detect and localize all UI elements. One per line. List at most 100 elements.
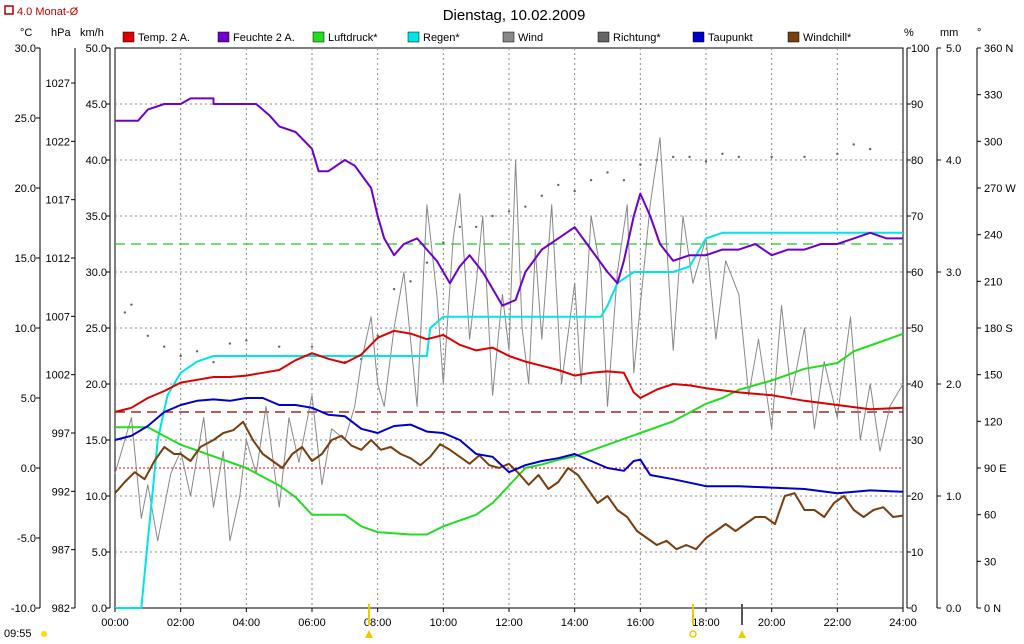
rain-tick-label: 4.0 bbox=[946, 155, 961, 167]
dir-tick-label: 210 bbox=[984, 276, 1002, 288]
wind-tick-label: 30.0 bbox=[86, 267, 107, 279]
grid bbox=[115, 48, 903, 608]
point-richtung bbox=[212, 361, 215, 364]
rain-unit-label: mm bbox=[940, 27, 958, 39]
legend-label-wind[interactable]: Wind bbox=[518, 32, 543, 44]
legend-swatch-regen[interactable] bbox=[407, 31, 420, 43]
hum-tick-label: 80 bbox=[911, 155, 923, 167]
hum-tick-label: 20 bbox=[911, 491, 923, 503]
point-richtung bbox=[310, 345, 314, 348]
point-richtung bbox=[721, 152, 724, 155]
rain-tick-label: 1.0 bbox=[946, 491, 961, 503]
humidity-unit-label: % bbox=[904, 27, 914, 39]
point-richtung bbox=[409, 280, 412, 283]
wind-tick-label: 35.0 bbox=[86, 211, 107, 223]
x-tick-label: 16:00 bbox=[627, 617, 655, 629]
pressure-tick-label: 997 bbox=[52, 428, 70, 440]
point-richtung bbox=[803, 155, 806, 159]
legend-label-taupunkt[interactable]: Taupunkt bbox=[708, 32, 753, 44]
point-richtung bbox=[639, 163, 642, 166]
dir-tick-label: 150 bbox=[984, 370, 1002, 382]
temp-tick-label: 5.0 bbox=[21, 393, 36, 405]
x-tick-label: 24:00 bbox=[889, 617, 917, 629]
legend-label-feuchte-2-a[interactable]: Feuchte 2 A. bbox=[233, 32, 295, 44]
legend-swatch-feuchte-2-a[interactable] bbox=[217, 31, 230, 43]
series-feuchte-2-a[interactable] bbox=[115, 97, 903, 307]
time-marker-dot bbox=[41, 631, 47, 637]
rain-tick-label: 3.0 bbox=[946, 267, 961, 279]
point-richtung bbox=[901, 151, 905, 154]
point-richtung bbox=[836, 152, 839, 155]
series-lines bbox=[114, 97, 905, 609]
month-mode-label[interactable]: 4.0 Monat-Ø bbox=[17, 6, 79, 18]
month-mode-icon[interactable] bbox=[4, 5, 14, 15]
pressure-tick-label: 1027 bbox=[46, 78, 70, 90]
series-regen[interactable] bbox=[115, 231, 903, 609]
rain-tick-label: 2.0 bbox=[946, 379, 961, 391]
legend-swatch-richtung[interactable] bbox=[597, 31, 610, 43]
point-richtung bbox=[540, 194, 544, 197]
dir-tick-label: 120 bbox=[984, 416, 1002, 428]
point-richtung bbox=[123, 311, 127, 314]
point-richtung bbox=[737, 155, 741, 159]
point-richtung bbox=[688, 155, 691, 159]
point-richtung bbox=[770, 155, 773, 159]
hum-tick-label: 90 bbox=[911, 99, 923, 111]
x-tick-label: 08:00 bbox=[364, 617, 392, 629]
point-richtung bbox=[195, 350, 199, 353]
temp-tick-label: 30.0 bbox=[15, 43, 36, 55]
legend-swatch-wind[interactable] bbox=[502, 31, 515, 43]
wind-tick-label: 25.0 bbox=[86, 323, 107, 335]
temp-tick-label: 15.0 bbox=[15, 253, 36, 265]
pressure-tick-label: 1012 bbox=[46, 253, 70, 265]
wind-tick-label: 50.0 bbox=[86, 43, 107, 55]
point-richtung bbox=[573, 189, 576, 193]
legend-swatch-windchill[interactable] bbox=[787, 31, 800, 43]
temp-unit-label: °C bbox=[20, 27, 32, 39]
dir-tick-label: 240 bbox=[984, 230, 1002, 242]
x-tick-label: 12:00 bbox=[495, 617, 523, 629]
hum-tick-label: 10 bbox=[911, 547, 923, 559]
point-richtung bbox=[146, 334, 150, 337]
temp-tick-label: 20.0 bbox=[15, 183, 36, 195]
legend-label-regen[interactable]: Regen* bbox=[423, 32, 460, 44]
hum-tick-label: 0 bbox=[911, 603, 917, 615]
hum-tick-label: 50 bbox=[911, 323, 923, 335]
point-richtung bbox=[376, 334, 379, 337]
dir-tick-label: 60 bbox=[984, 510, 996, 522]
series-wind[interactable] bbox=[114, 137, 904, 542]
series-taupunkt[interactable] bbox=[114, 397, 904, 495]
wind-tick-label: 20.0 bbox=[86, 379, 107, 391]
pressure-tick-label: 987 bbox=[52, 545, 70, 557]
legend: Temp. 2 A. Feuchte 2 A. Luftdruck* Regen* Wi… bbox=[122, 31, 852, 44]
point-richtung bbox=[606, 171, 609, 174]
pressure-tick-label: 1007 bbox=[46, 311, 70, 323]
dir-tick-label: 330 bbox=[984, 90, 1002, 102]
dir-tick-label: 0 N bbox=[984, 603, 1001, 615]
point-richtung bbox=[491, 214, 494, 218]
point-richtung bbox=[163, 345, 166, 348]
point-richtung bbox=[622, 179, 626, 182]
legend-label-windchill[interactable]: Windchill* bbox=[803, 32, 852, 44]
series-windchill[interactable] bbox=[114, 420, 904, 551]
direction-unit-label: ° bbox=[977, 27, 981, 39]
x-tick-label: 00:00 bbox=[101, 617, 129, 629]
wind-tick-label: 10.0 bbox=[86, 491, 107, 503]
legend-label-luftdruck[interactable]: Luftdruck* bbox=[328, 32, 378, 44]
legend-label-temp-2-a[interactable]: Temp. 2 A. bbox=[138, 32, 190, 44]
point-richtung bbox=[852, 143, 855, 146]
pressure-tick-label: 1002 bbox=[46, 370, 70, 382]
series-luftdruck[interactable] bbox=[115, 332, 904, 536]
series-richtung bbox=[123, 143, 905, 364]
point-richtung bbox=[474, 225, 478, 229]
wind-tick-label: 45.0 bbox=[86, 99, 107, 111]
legend-label-richtung[interactable]: Richtung* bbox=[613, 32, 661, 44]
legend-swatch-luftdruck[interactable] bbox=[312, 31, 325, 43]
series-temp-2-a[interactable] bbox=[114, 329, 904, 413]
temp-tick-label: -5.0 bbox=[17, 533, 36, 545]
wind-unit-label: km/h bbox=[80, 27, 104, 39]
legend-swatch-taupunkt[interactable] bbox=[692, 31, 705, 43]
legend-swatch-temp-2-a[interactable] bbox=[122, 31, 135, 43]
x-tick-label: 20:00 bbox=[758, 617, 786, 629]
